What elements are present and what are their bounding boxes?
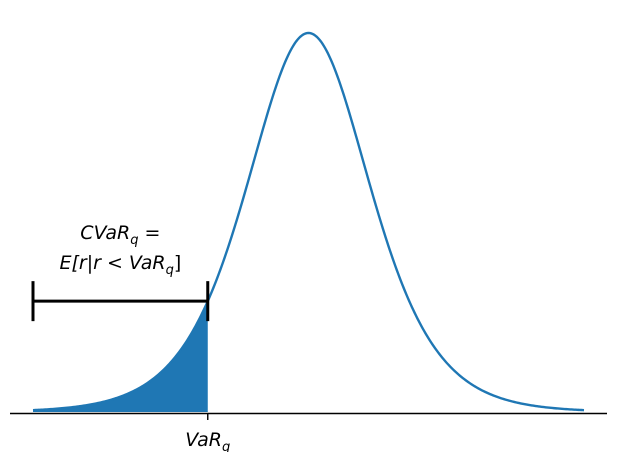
cvar-label-line1: CVaRq =	[80, 222, 160, 248]
cvar-label-line2: E[r|r < VaRq]	[59, 252, 181, 278]
tail-area-fill	[33, 301, 208, 412]
var-tick-label: VaRq	[185, 429, 230, 452]
density-curve	[32, 31, 585, 412]
